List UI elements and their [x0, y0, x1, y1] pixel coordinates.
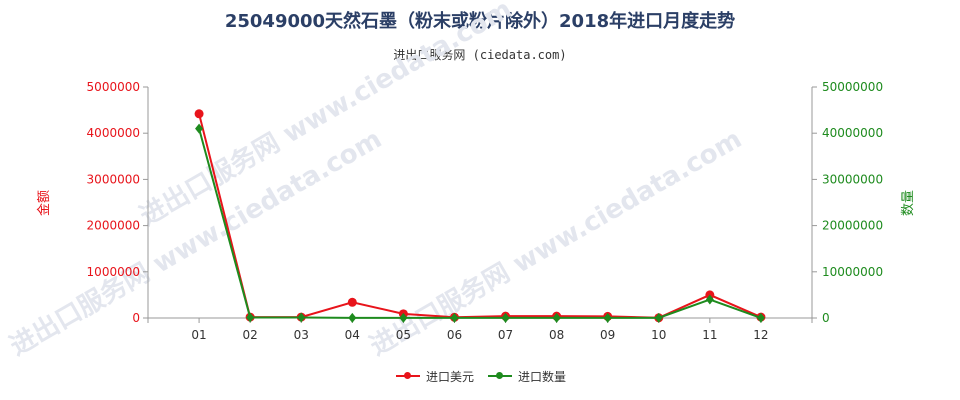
x-tick-label-12: 12: [753, 328, 768, 342]
x-tick-label-01: 01: [191, 328, 206, 342]
y-left-tick-label-5: 5000000: [87, 80, 140, 94]
point-series-2-10: [654, 312, 663, 323]
point-series-2-01: [195, 123, 204, 134]
x-tick-label-04: 04: [345, 328, 360, 342]
point-series-2-12: [756, 312, 765, 323]
y-right-tick-label-2: 20000000: [822, 219, 883, 233]
x-tick-label-08: 08: [549, 328, 564, 342]
y-right-tick-label-0: 0: [822, 311, 830, 325]
legend-label-series-2: 进口数量: [518, 370, 567, 384]
chart-subtitle: 进出口服务网 (ciedata.com): [393, 48, 567, 62]
point-series-2-07: [501, 312, 510, 323]
watermark-text-2: 进出口服务网 www.ciedata.com: [365, 124, 747, 362]
watermark-text-3: 进出口服务网 www.ciedata.com: [135, 0, 517, 232]
y-left-tick-label-0: 0: [132, 311, 140, 325]
watermark-text-1: 进出口服务网 www.ciedata.com: [5, 124, 387, 362]
x-tick-label-02: 02: [243, 328, 258, 342]
y-right-tick-label-4: 40000000: [822, 126, 883, 140]
y-right-tick-label-1: 10000000: [822, 265, 883, 279]
point-series-2-05: [399, 312, 408, 323]
point-series-1-04: [347, 297, 357, 307]
x-tick-label-06: 06: [447, 328, 462, 342]
marks-layer: [194, 109, 766, 323]
axes-layer: 0100000020000003000000400000050000000100…: [36, 80, 916, 342]
point-series-2-08: [552, 312, 561, 323]
y-left-axis-title: 金额: [36, 190, 52, 216]
series-line-2: [198, 128, 762, 319]
point-series-2-04: [348, 312, 357, 323]
chart-title: 25049000天然石墨（粉末或粉片除外）2018年进口月度走势: [224, 11, 736, 32]
y-left-tick-label-3: 3000000: [87, 172, 140, 186]
legend-marker-series-2: [496, 372, 503, 379]
y-left-tick-label-4: 4000000: [87, 126, 140, 140]
legend-label-series-1: 进口美元: [426, 370, 475, 384]
x-tick-label-11: 11: [702, 328, 717, 342]
y-right-tick-label-5: 50000000: [822, 80, 883, 94]
point-series-2-03: [297, 312, 306, 323]
y-right-tick-label-3: 30000000: [822, 172, 883, 186]
point-series-2-06: [450, 312, 459, 323]
x-tick-label-05: 05: [396, 328, 411, 342]
x-tick-label-07: 07: [498, 328, 513, 342]
point-series-1-01: [194, 109, 204, 119]
y-left-tick-label-2: 2000000: [87, 219, 140, 233]
x-tick-label-10: 10: [651, 328, 666, 342]
y-left-tick-label-1: 1000000: [87, 265, 140, 279]
x-tick-label-03: 03: [294, 328, 309, 342]
x-tick-label-09: 09: [600, 328, 615, 342]
point-series-2-09: [603, 312, 612, 323]
point-series-2-02: [246, 312, 255, 323]
legend-marker-series-1: [404, 372, 411, 379]
point-series-2-11: [705, 294, 714, 305]
y-right-axis-title: 数量: [901, 190, 916, 216]
